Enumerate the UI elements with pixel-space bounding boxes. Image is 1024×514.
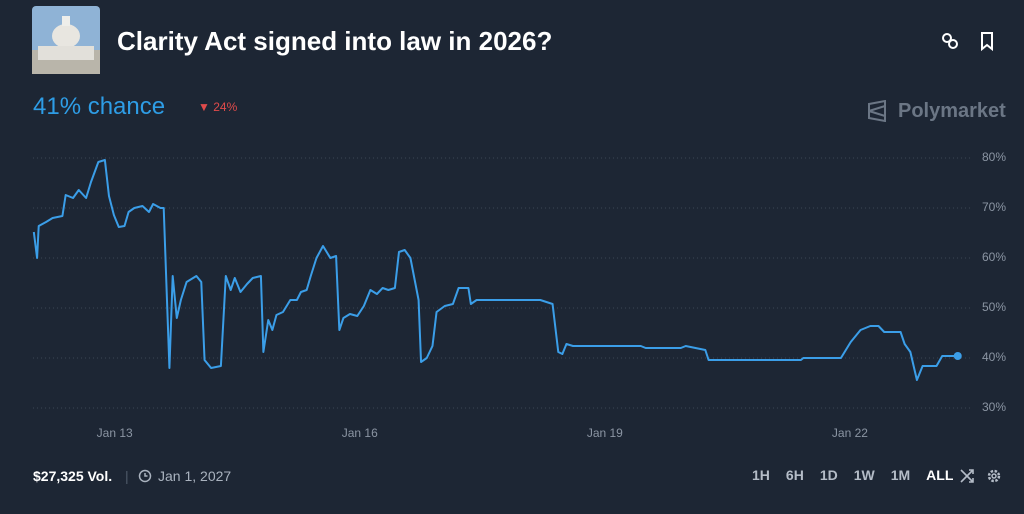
x-tick-label: Jan 16 [342,426,378,440]
range-button[interactable]: 1W [853,467,875,483]
chance: 41% chance [33,93,166,120]
clock-icon [138,469,152,483]
y-tick-label: 80% [982,150,1006,164]
range-button[interactable]: 1H [752,467,770,483]
range-button[interactable]: 1D [819,467,838,483]
range-button[interactable]: 1M [890,467,911,483]
y-tick-label: 70% [982,200,1006,214]
change-value: 24% [213,100,238,114]
range-buttons: 1H 6H 1D 1W 1M ALL [752,467,953,483]
brand: Polymarket [898,100,1006,122]
volume: $27,325 Vol. [33,468,113,484]
market-title: Clarity Act signed into law in 2026? [117,26,553,56]
brand-logo [868,100,886,122]
change: ▼ 24% [198,100,238,114]
end-date: Jan 1, 2027 [158,468,232,484]
chart-controls[interactable] [958,466,1006,486]
x-tick-label: Jan 19 [587,426,623,440]
separator: | [125,468,129,484]
y-tick-label: 60% [982,250,1006,264]
x-tick-label: Jan 13 [97,426,133,440]
y-tick-label: 50% [982,300,1006,314]
y-tick-label: 40% [982,350,1006,364]
x-tick-label: Jan 22 [832,426,868,440]
header-icons[interactable] [940,30,1000,52]
price-line [32,159,958,381]
range-button[interactable]: 6H [785,467,804,483]
range-button[interactable]: ALL [926,467,954,483]
y-tick-label: 30% [982,400,1006,414]
market-image [32,6,100,74]
last-point [953,352,962,360]
